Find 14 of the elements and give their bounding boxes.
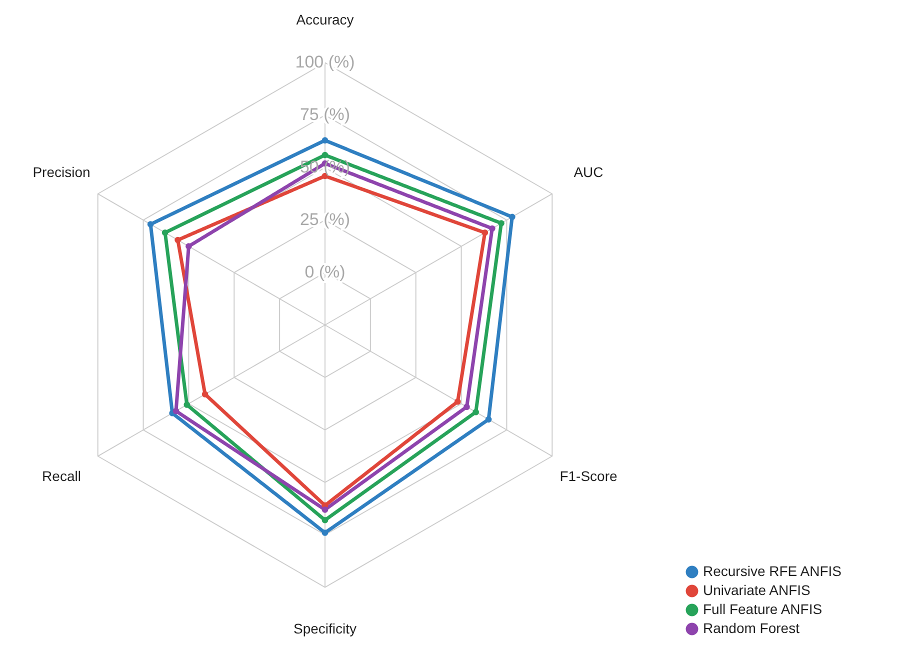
spoke-label: Accuracy	[296, 12, 354, 28]
spoke-label: Specificity	[293, 620, 357, 636]
legend-label: Random Forest	[703, 620, 800, 636]
y-tick-label: 25 (%)	[300, 210, 350, 230]
legend-label: Full Feature ANFIS	[703, 601, 822, 617]
spoke-label: AUC	[574, 164, 604, 180]
y-tick-label: 75 (%)	[300, 105, 350, 124]
spoke-label: Recall	[42, 468, 81, 484]
legend-label: Univariate ANFIS	[703, 582, 810, 598]
y-tick-label: 100 (%)	[295, 52, 355, 72]
spoke-label: Precision	[32, 164, 90, 180]
y-tick-label: 0 (%)	[304, 262, 346, 282]
spoke-label: F1-Score	[560, 468, 618, 484]
legend-label: Recursive RFE ANFIS	[703, 563, 842, 579]
